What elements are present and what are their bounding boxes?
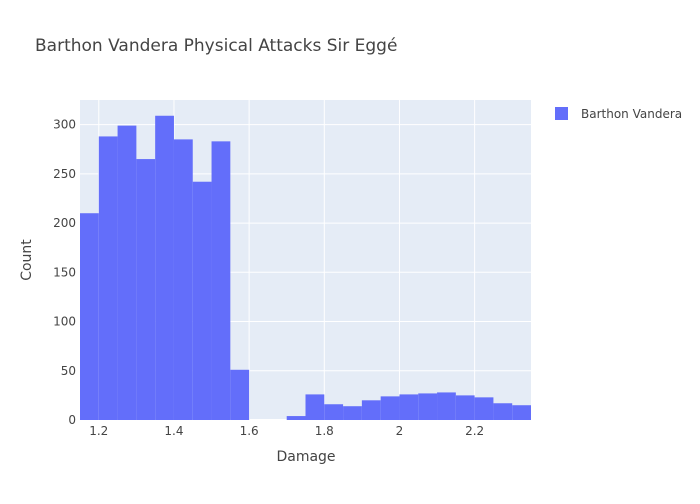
legend-swatch [555, 107, 568, 120]
x-tick-label: 1.2 [89, 424, 108, 438]
histogram-bar[interactable] [230, 369, 250, 420]
y-axis-title: Count [19, 239, 35, 281]
y-axis-ticks: 0 50 100 150 200 250 300 [53, 118, 76, 427]
x-axis-title: Damage [276, 449, 335, 465]
histogram-bar[interactable] [324, 404, 344, 420]
legend[interactable]: Barthon Vandera [555, 107, 682, 121]
histogram-bar[interactable] [305, 394, 325, 420]
y-tick-label: 300 [53, 118, 76, 132]
x-tick-label: 2 [396, 424, 404, 438]
bars [80, 115, 531, 421]
y-tick-label: 100 [53, 315, 76, 329]
histogram-bar[interactable] [493, 403, 513, 420]
y-tick-label: 0 [68, 413, 76, 427]
histogram-bar[interactable] [155, 115, 174, 420]
histogram-bar[interactable] [474, 397, 494, 420]
histogram-bar[interactable] [343, 406, 362, 420]
histogram-bar[interactable] [98, 136, 118, 420]
y-tick-label: 250 [53, 167, 76, 181]
histogram-bar[interactable] [286, 416, 306, 420]
histogram-bar[interactable] [512, 405, 531, 420]
histogram-bar[interactable] [437, 392, 456, 420]
legend-label: Barthon Vandera [581, 107, 682, 121]
y-tick-label: 200 [53, 216, 76, 230]
histogram-bar[interactable] [80, 213, 99, 420]
x-axis-ticks: 1.2 1.4 1.6 1.8 2 2.2 [89, 424, 484, 438]
chart-title: Barthon Vandera Physical Attacks Sir Egg… [35, 36, 397, 56]
x-tick-label: 1.4 [164, 424, 183, 438]
histogram-bar[interactable] [211, 141, 231, 420]
histogram-bar[interactable] [136, 159, 156, 421]
histogram-bar[interactable] [117, 125, 137, 420]
x-tick-label: 1.8 [315, 424, 334, 438]
histogram-bar[interactable] [455, 395, 475, 420]
histogram-bar[interactable] [380, 396, 400, 420]
x-tick-label: 1.6 [240, 424, 259, 438]
y-tick-label: 150 [53, 265, 76, 279]
histogram-bar[interactable] [192, 181, 212, 420]
histogram-bar[interactable] [361, 400, 381, 420]
x-tick-label: 2.2 [465, 424, 484, 438]
y-tick-label: 50 [61, 364, 76, 378]
histogram-bar[interactable] [418, 393, 438, 420]
histogram-bar[interactable] [399, 394, 419, 420]
histogram-bar[interactable] [173, 139, 193, 420]
